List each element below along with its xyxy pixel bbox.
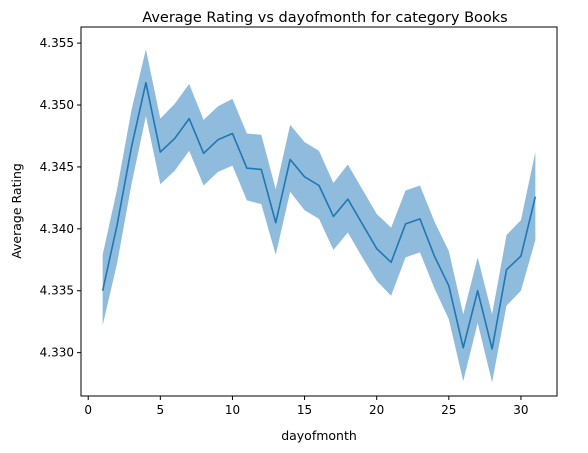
x-tick-label: 25 bbox=[441, 403, 456, 417]
y-tick-label: 4.345 bbox=[40, 160, 74, 174]
average-rating-line bbox=[101, 81, 537, 350]
plot-frame bbox=[80, 26, 558, 397]
y-tick-label: 4.330 bbox=[40, 346, 74, 360]
y-tick-label: 4.355 bbox=[40, 36, 74, 50]
x-tick-label: 10 bbox=[225, 403, 240, 417]
y-axis-label: Average Rating bbox=[9, 163, 24, 259]
x-tick-label: 30 bbox=[513, 403, 528, 417]
x-tick-label: 5 bbox=[157, 403, 165, 417]
confidence-band bbox=[102, 49, 536, 383]
y-tick-label: 4.335 bbox=[40, 284, 74, 298]
y-tick-label: 4.340 bbox=[40, 222, 74, 236]
x-tick-label: 20 bbox=[369, 403, 384, 417]
x-axis-label: dayofmonth bbox=[281, 428, 357, 443]
x-tick-label: 0 bbox=[84, 403, 92, 417]
y-tick-label: 4.350 bbox=[40, 98, 74, 112]
x-tick-label: 15 bbox=[297, 403, 312, 417]
chart-title: Average Rating vs dayofmonth for categor… bbox=[142, 10, 507, 26]
